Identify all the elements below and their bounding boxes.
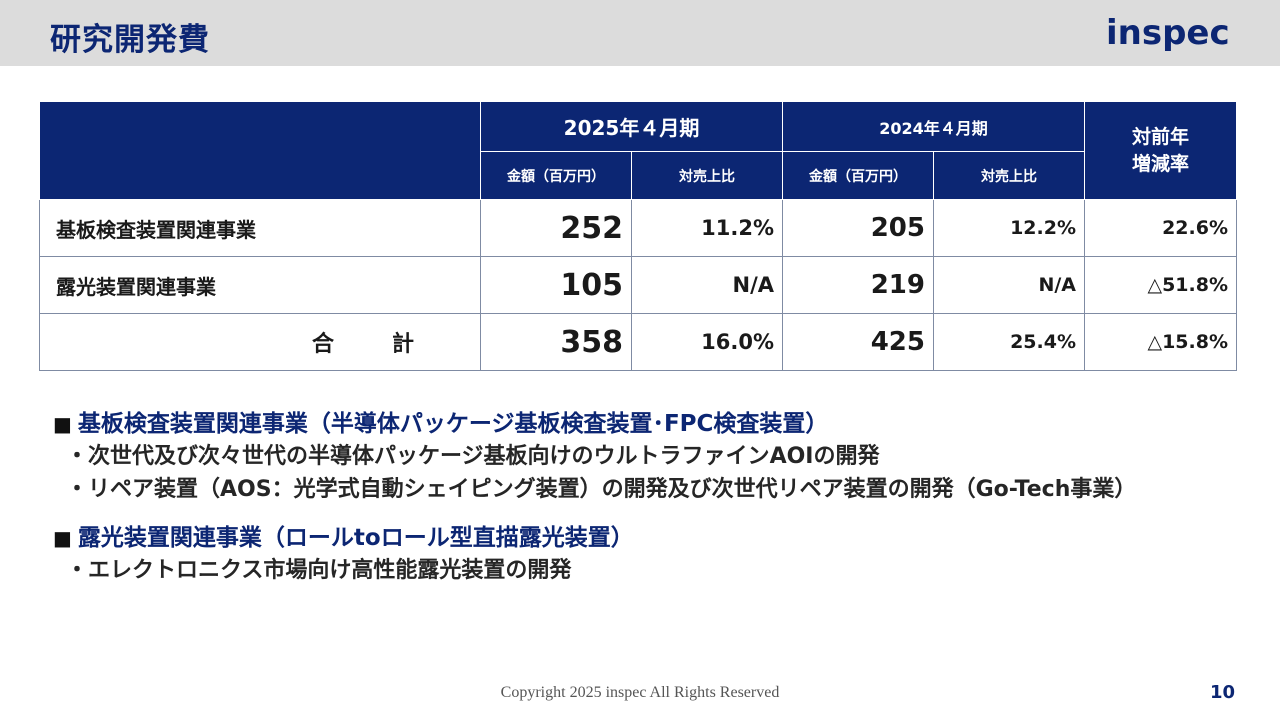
amount-2025: 252 [480, 199, 632, 257]
table-row: 露光装置関連事業 105 N/A 219 N/A △51.8% [39, 256, 1237, 314]
rd-expense-table: 2025年４月期 2024年４月期 対前年 増減率 金額（百万円） 対売上比 金… [39, 101, 1237, 371]
section-heading-exposure: ■ 露光装置関連事業（ロールtoロール型直描露光装置） [53, 518, 634, 552]
section-heading-substrate-inspection: ■ 基板検査装置関連事業（半導体パッケージ基板検査装置･FPC検査装置） [53, 404, 828, 438]
amount-2024: 205 [782, 199, 934, 257]
ratio-2024: 12.2% [933, 199, 1085, 257]
company-logo: inspec [1106, 13, 1230, 53]
square-bullet-icon: ■ [53, 526, 72, 550]
square-bullet-icon: ■ [53, 412, 72, 436]
header-yoy-line1: 対前年 [1131, 125, 1189, 148]
total-label: 合 計 [39, 313, 481, 371]
ratio-2025: N/A [631, 256, 783, 314]
table-row-total: 合 計 358 16.0% 425 25.4% △15.8% [39, 313, 1237, 371]
row-label: 露光装置関連事業 [39, 256, 481, 314]
page-title: 研究開発費 [50, 22, 210, 58]
ratio-2025: 11.2% [631, 199, 783, 257]
header-period-2025: 2025年４月期 [480, 101, 783, 152]
header-ratio-2025: 対売上比 [631, 151, 783, 200]
copyright-notice: Copyright 2025 inspec All Rights Reserve… [500, 684, 780, 701]
bullet-item: ・リペア装置（AOS：光学式自動シェイピング装置）の開発及び次世代リペア装置の開… [66, 477, 1137, 502]
header-bar: 研究開発費 inspec [0, 0, 1280, 66]
amount-2024: 425 [782, 313, 934, 371]
header-period-2024: 2024年４月期 [782, 101, 1085, 152]
yoy-change: △15.8% [1084, 313, 1237, 371]
yoy-change: 22.6% [1084, 199, 1237, 257]
amount-2025: 358 [480, 313, 632, 371]
header-ratio-2024: 対売上比 [933, 151, 1085, 200]
yoy-change: △51.8% [1084, 256, 1237, 314]
ratio-2025: 16.0% [631, 313, 783, 371]
amount-2025: 105 [480, 256, 632, 314]
row-label: 基板検査装置関連事業 [39, 199, 481, 257]
amount-2024: 219 [782, 256, 934, 314]
ratio-2024: 25.4% [933, 313, 1085, 371]
section-heading-text: 露光装置関連事業（ロールtoロール型直描露光装置） [77, 525, 634, 551]
header-amount-2024: 金額（百万円） [782, 151, 934, 200]
bullet-item: ・エレクトロニクス市場向け高性能露光装置の開発 [66, 558, 572, 583]
ratio-2024: N/A [933, 256, 1085, 314]
header-amount-2025: 金額（百万円） [480, 151, 632, 200]
page-number: 10 [1210, 682, 1236, 703]
table-corner-header [39, 101, 481, 200]
header-yoy-line2: 増減率 [1131, 152, 1189, 175]
section-heading-text: 基板検査装置関連事業（半導体パッケージ基板検査装置･FPC検査装置） [77, 411, 829, 437]
table-row: 基板検査装置関連事業 252 11.2% 205 12.2% 22.6% [39, 199, 1237, 257]
bullet-item: ・次世代及び次々世代の半導体パッケージ基板向けのウルトラファインAOIの開発 [66, 444, 880, 469]
header-yoy-change: 対前年 増減率 [1084, 101, 1237, 200]
